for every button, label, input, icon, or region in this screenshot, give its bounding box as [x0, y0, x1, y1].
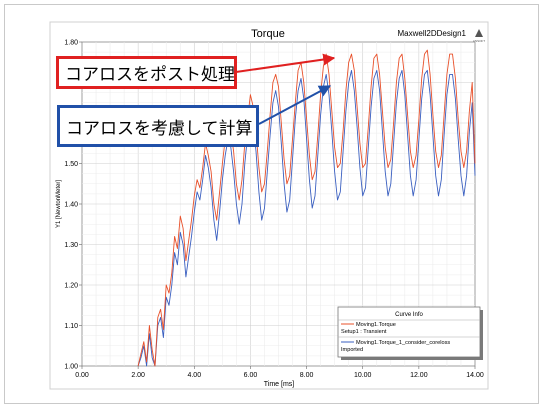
y-axis-label: Y1 [NewtonMeter]: [56, 180, 62, 228]
y-tick-label: 1.40: [64, 202, 78, 209]
ansoft-logo: ANSOFT: [473, 29, 485, 43]
legend-box: [337, 306, 481, 358]
series-group: [137, 49, 476, 367]
x-axis-label: Time [ms]: [264, 381, 295, 388]
legend-entry-1-line1: Moving1.Torque: [356, 322, 396, 328]
callout-arrow-blue: [258, 85, 332, 125]
callout-arrow-red: [235, 53, 336, 73]
callout-computed-with-coreloss: コアロスを考慮して計算: [57, 105, 259, 147]
legend-entry-1-line2: Setup1 : Transient: [341, 329, 387, 335]
y-tick-label: 1.10: [64, 323, 78, 330]
slide-border: [4, 4, 539, 404]
design-name: Maxwell2DDesign1: [398, 29, 467, 38]
x-tick-label: 2.00: [131, 372, 145, 379]
x-tick-label: 10.00: [354, 372, 372, 379]
y-tick-label: 1.50: [64, 161, 78, 168]
x-tick-label: 12.00: [410, 372, 428, 379]
x-tick-label: 6.00: [244, 372, 258, 379]
legend-title: Curve Info: [395, 312, 423, 318]
x-tick-label: 0.00: [75, 372, 89, 379]
legend-entry-2-line1: Moving1.Torque_1_consider_coreloss: [356, 340, 450, 346]
legend: Curve Info Moving1.Torque Setup1 : Trans…: [337, 306, 483, 360]
y-tick-label: 1.30: [64, 242, 78, 249]
axis-ticks: [79, 41, 476, 369]
y-tick-label: 1.00: [64, 364, 78, 371]
callout-computed-with-coreloss-text: コアロスを考慮して計算: [66, 118, 253, 139]
y-tick-label: 1.20: [64, 283, 78, 290]
ansoft-logo-text: ANSOFT: [473, 39, 485, 43]
x-tick-label: 8.00: [300, 372, 314, 379]
series-line-torque-coreloss: [137, 69, 476, 367]
y-tick-label: 1.80: [64, 40, 78, 47]
x-tick-label: 14.00: [466, 372, 484, 379]
series-line-torque: [137, 49, 476, 367]
callout-post-processing: コアロスをポスト処理: [56, 56, 237, 89]
chart-title: Torque: [251, 28, 285, 40]
x-tick-label: 4.00: [187, 372, 201, 379]
legend-entry-2-line2: Imported: [341, 347, 363, 353]
callout-post-processing-text: コアロスをポスト処理: [65, 65, 235, 85]
